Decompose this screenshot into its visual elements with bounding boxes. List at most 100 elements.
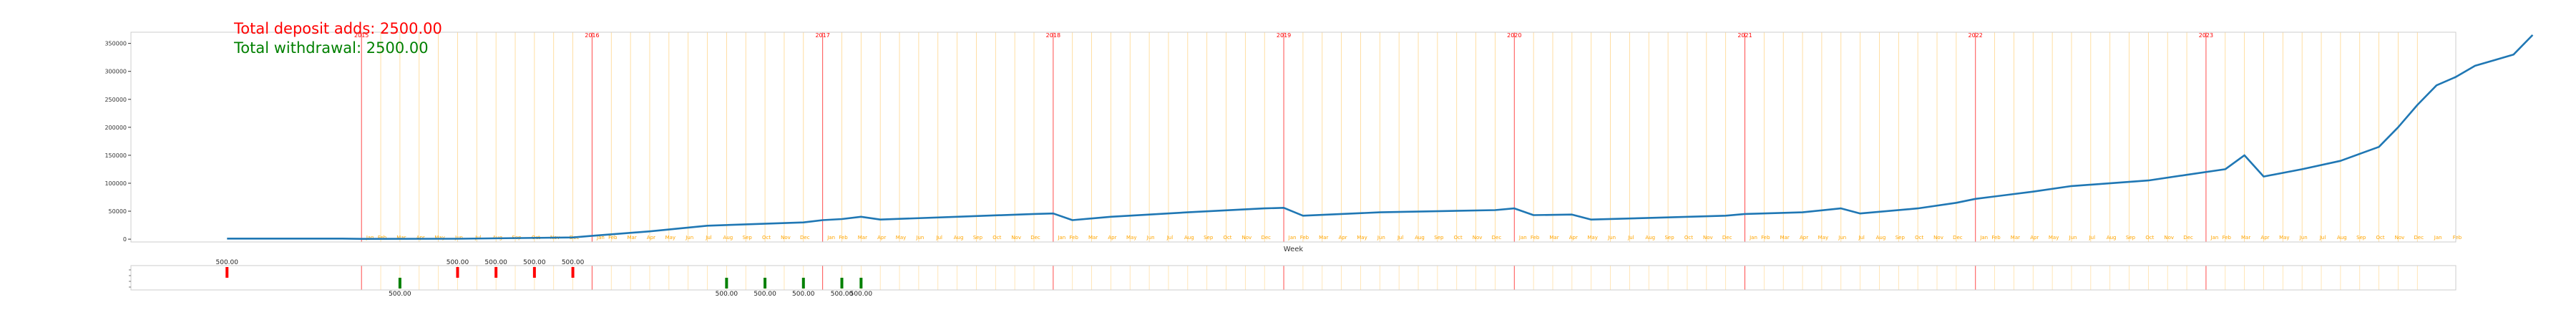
withdrawal-bar-label: 500.00 — [792, 291, 815, 298]
year-label: 2015 — [354, 32, 369, 39]
month-label: Dec — [1492, 235, 1502, 241]
month-label: Apr — [877, 235, 886, 241]
month-label: Feb — [2453, 235, 2462, 241]
month-label: Mar — [1780, 235, 1790, 241]
deposit-bar — [532, 267, 536, 278]
year-label: 2020 — [1507, 32, 1521, 39]
month-label: Apr — [1800, 235, 1808, 241]
month-label: May — [434, 235, 444, 241]
year-label: 2019 — [1277, 32, 1291, 39]
month-label: Feb — [2223, 235, 2232, 241]
month-label: Jul — [2089, 235, 2096, 241]
plot-frame — [130, 31, 2457, 243]
month-label: Apr — [2260, 235, 2269, 241]
month-label: Aug — [2107, 235, 2117, 241]
month-label: Feb — [608, 235, 618, 241]
year-label: 2017 — [815, 32, 829, 39]
month-label: Apr — [416, 235, 425, 241]
y-tick-label: 50000 — [109, 208, 127, 215]
month-label: Dec — [1261, 235, 1271, 241]
flow-frame — [130, 265, 2457, 291]
month-label: Jun — [1377, 235, 1385, 241]
y-tick-label: 350000 — [104, 41, 127, 47]
month-label: Apr — [1339, 235, 1347, 241]
month-label: Aug — [954, 235, 964, 241]
deposit-bar-label: 500.00 — [447, 259, 469, 266]
month-label: Jan — [2434, 235, 2442, 241]
y-tick-label: 250000 — [104, 97, 127, 103]
deposit-bar — [494, 267, 498, 278]
month-label: Jun — [2069, 235, 2077, 241]
deposit-bar-label: 500.00 — [484, 259, 507, 266]
balance-series-line — [227, 34, 2534, 240]
month-label: Jul — [936, 235, 943, 241]
withdrawal-bar-label: 500.00 — [753, 291, 776, 298]
month-label: Mar — [1549, 235, 1558, 241]
month-label: Jun — [1146, 235, 1155, 241]
month-label: May — [1818, 235, 1828, 241]
month-label: Oct — [1684, 235, 1693, 241]
month-label: Jan — [366, 235, 374, 241]
month-label: Sep — [743, 235, 753, 241]
withdrawal-bar — [398, 278, 401, 288]
withdrawal-bar — [859, 278, 863, 288]
month-label: Mar — [396, 235, 406, 241]
month-label: Sep — [1434, 235, 1444, 241]
month-label: Apr — [1569, 235, 1578, 241]
month-label: Feb — [1761, 235, 1770, 241]
month-label: Oct — [2145, 235, 2154, 241]
month-label: Jul — [2319, 235, 2326, 241]
month-label: Jul — [1627, 235, 1634, 241]
month-label: Aug — [1645, 235, 1655, 241]
month-label: Aug — [723, 235, 733, 241]
y-tick-label: 150000 — [104, 152, 127, 159]
month-label: Dec — [2183, 235, 2193, 241]
month-label: Jul — [705, 235, 712, 241]
month-label: Apr — [1108, 235, 1116, 241]
month-label: Oct — [1454, 235, 1463, 241]
month-label: Jun — [915, 235, 924, 241]
month-label: Jul — [1166, 235, 1174, 241]
month-label: Aug — [1876, 235, 1886, 241]
month-label: Nov — [2395, 235, 2405, 241]
month-label: Aug — [2337, 235, 2347, 241]
total-deposit-label: Total deposit adds: 2500.00 — [234, 20, 442, 37]
month-label: Jun — [454, 235, 463, 241]
year-label: 2023 — [2199, 32, 2213, 39]
month-label: May — [2049, 235, 2059, 241]
month-label: Nov — [1473, 235, 1483, 241]
month-label: Jan — [2210, 235, 2219, 241]
month-label: Dec — [800, 235, 810, 241]
month-label: Dec — [1722, 235, 1732, 241]
withdrawal-bar-label: 500.00 — [831, 291, 854, 298]
month-label: Aug — [1184, 235, 1194, 241]
month-label: Mar — [1319, 235, 1328, 241]
withdrawal-bar — [763, 278, 767, 288]
year-label: 2021 — [1737, 32, 1752, 39]
month-label: Dec — [1953, 235, 1963, 241]
month-label: Jan — [596, 235, 605, 241]
main-plot: Feb Mar Apr May Jun Jul Aug Sep Oct Nov Dec Feb Mar A… — [104, 31, 2534, 253]
year-label: 2018 — [1046, 32, 1060, 39]
month-label: Oct — [2376, 235, 2385, 241]
month-label: Jan — [826, 235, 835, 241]
month-label: Oct — [762, 235, 771, 241]
month-label: Dec — [1030, 235, 1040, 241]
month-label: Nov — [1933, 235, 1943, 241]
total-withdrawal-label: Total withdrawal: 2500.00 — [234, 39, 429, 57]
month-label: Jan — [1288, 235, 1297, 241]
month-label: Mar — [2011, 235, 2020, 241]
month-label: Jun — [1838, 235, 1846, 241]
x-axis-label: Week — [1284, 246, 1304, 253]
month-label: Jan — [1749, 235, 1757, 241]
withdrawal-bar — [725, 278, 728, 288]
month-label: Oct — [992, 235, 1001, 241]
month-label: Sep — [973, 235, 983, 241]
month-label: Nov — [1011, 235, 1021, 241]
deposit-bar — [456, 267, 459, 278]
month-label: Dec — [2414, 235, 2424, 241]
month-label: Jan — [1057, 235, 1065, 241]
